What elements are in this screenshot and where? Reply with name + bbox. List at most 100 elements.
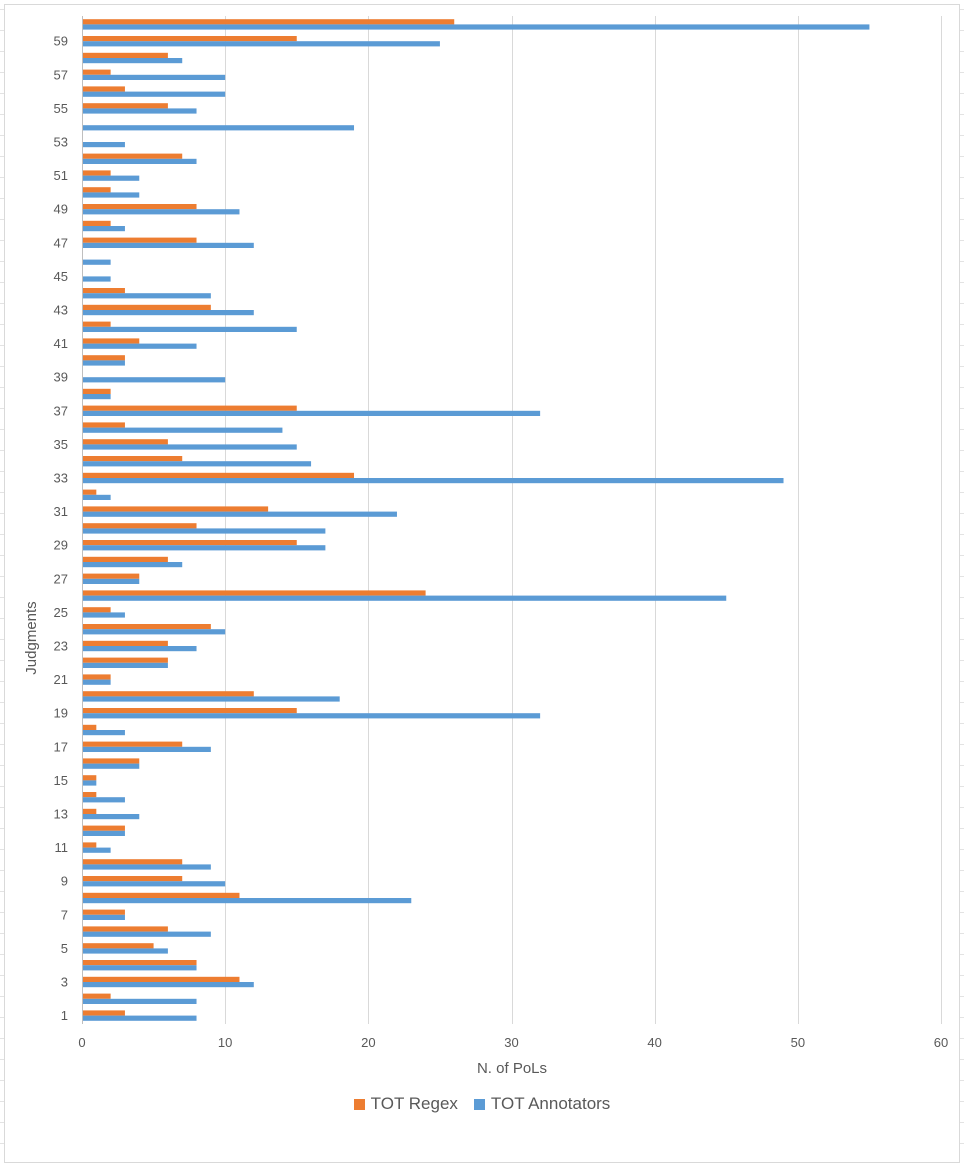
bar-annotators-13 (82, 814, 140, 820)
bar-regex-6 (82, 926, 168, 932)
bar-annotators-23 (82, 646, 197, 652)
bar-regex-11 (82, 842, 97, 848)
y-tick-label: 23 (54, 639, 68, 654)
y-tick-label: 57 (54, 67, 68, 82)
y-tick-label: 11 (55, 840, 69, 855)
bar-annotators-48 (82, 226, 125, 232)
bar-annotators-53 (82, 142, 125, 148)
bar-regex-24 (82, 624, 211, 630)
bar-regex-41 (82, 338, 140, 344)
y-tick-label: 31 (54, 504, 68, 519)
bar-annotators-43 (82, 310, 254, 316)
bar-regex-7 (82, 909, 125, 915)
bar-annotators-10 (82, 864, 211, 870)
bar-regex-60 (82, 19, 455, 25)
legend-item-annotators: TOT Annotators (473, 1094, 611, 1114)
bar-annotators-22 (82, 662, 168, 668)
bar-regex-31 (82, 506, 269, 512)
bar-regex-14 (82, 792, 97, 798)
y-tick-label: 47 (54, 235, 68, 250)
y-tick-label: 59 (54, 34, 68, 49)
bar-regex-27 (82, 573, 140, 579)
bar-annotators-12 (82, 830, 125, 836)
y-tick-label: 55 (54, 101, 68, 116)
bar-regex-21 (82, 674, 111, 680)
bar-annotators-40 (82, 360, 125, 366)
y-tick-label: 19 (54, 706, 68, 721)
legend-label-annotators: TOT Annotators (490, 1094, 611, 1113)
bar-annotators-37 (82, 410, 541, 416)
bar-regex-22 (82, 657, 168, 663)
y-tick-label: 13 (54, 807, 68, 822)
bar-annotators-52 (82, 158, 197, 164)
bar-annotators-60 (82, 24, 870, 30)
bar-regex-47 (82, 237, 197, 243)
bar-annotators-34 (82, 461, 312, 467)
bar-regex-43 (82, 304, 211, 310)
bar-regex-28 (82, 556, 168, 562)
bar-regex-5 (82, 943, 154, 949)
bar-regex-42 (82, 321, 111, 327)
bar-annotators-1 (82, 1015, 197, 1021)
bar-annotators-2 (82, 998, 197, 1004)
y-tick-label: 5 (61, 941, 68, 956)
bar-regex-23 (82, 640, 168, 646)
bar-regex-52 (82, 153, 183, 159)
bar-annotators-35 (82, 444, 297, 450)
bar-annotators-26 (82, 595, 727, 601)
y-tick-label: 41 (54, 336, 68, 351)
bar-annotators-51 (82, 175, 140, 181)
bar-annotators-57 (82, 74, 226, 80)
bar-regex-38 (82, 388, 111, 394)
bar-annotators-27 (82, 578, 140, 584)
bar-regex-9 (82, 876, 183, 882)
chart-frame (4, 4, 960, 1163)
x-tick-label: 50 (791, 1035, 805, 1050)
y-tick-label: 15 (54, 773, 68, 788)
bar-regex-36 (82, 422, 125, 428)
legend-swatch-regex (353, 1098, 365, 1110)
bar-annotators-15 (82, 780, 97, 786)
y-tick-label: 17 (54, 739, 68, 754)
y-tick-label: 45 (54, 269, 68, 284)
legend-item-regex: TOT Regex (353, 1094, 458, 1114)
bar-annotators-4 (82, 965, 197, 971)
bar-regex-20 (82, 691, 254, 697)
bar-annotators-16 (82, 763, 140, 769)
bar-annotators-58 (82, 58, 183, 64)
bar-regex-1 (82, 1010, 125, 1016)
vertical-gridlines (225, 16, 942, 1024)
y-tick-label: 1 (61, 1008, 68, 1023)
y-tick-label: 33 (54, 471, 68, 486)
y-tick-label: 37 (54, 403, 68, 418)
x-tick-label: 20 (361, 1035, 375, 1050)
bar-annotators-45 (82, 276, 111, 282)
y-tick-label: 35 (54, 437, 68, 452)
bar-annotators-42 (82, 326, 297, 332)
bar-annotators-8 (82, 898, 412, 904)
y-tick-label: 9 (61, 874, 68, 889)
x-tick-label: 40 (647, 1035, 661, 1050)
bar-regex-40 (82, 355, 125, 361)
bar-annotators-44 (82, 293, 211, 299)
bar-annotators-20 (82, 696, 340, 702)
bar-regex-32 (82, 489, 97, 495)
bar-annotators-33 (82, 478, 784, 484)
bar-regex-8 (82, 892, 240, 898)
x-axis-title: N. of PoLs (477, 1060, 547, 1077)
bar-regex-50 (82, 187, 111, 193)
bar-regex-33 (82, 472, 355, 478)
bar-annotators-11 (82, 847, 111, 853)
bar-regex-16 (82, 758, 140, 764)
bar-regex-59 (82, 36, 297, 42)
bar-annotators-5 (82, 948, 168, 954)
bar-regex-25 (82, 607, 111, 613)
bar-regex-4 (82, 960, 197, 966)
x-tick-labels: 0 10 20 30 40 50 60 (78, 1035, 948, 1050)
bar-annotators-30 (82, 528, 326, 534)
bar-annotators-46 (82, 259, 111, 265)
bar-regex-17 (82, 741, 183, 747)
bar-annotators-31 (82, 511, 397, 517)
y-tick-label: 43 (54, 303, 68, 318)
bar-regex-55 (82, 103, 168, 109)
